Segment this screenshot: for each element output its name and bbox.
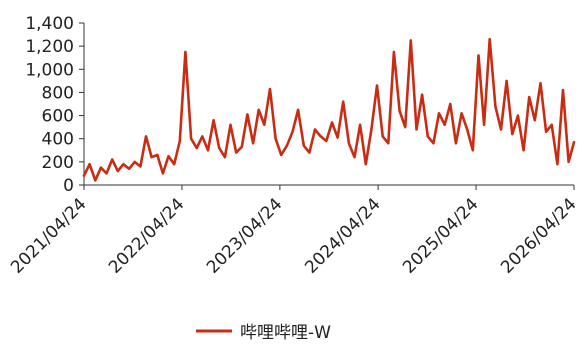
x-tick-label: 2026/04/24: [497, 194, 580, 277]
y-tick-label: 0: [63, 176, 74, 196]
x-tick-label: 2022/04/24: [105, 194, 188, 277]
y-tick-label: 400: [42, 130, 74, 150]
x-axis-ticks: 2021/04/24 2022/04/24 2023/04/24 2024/04/24…: [7, 185, 580, 278]
y-tick-label: 200: [42, 153, 74, 173]
y-axis-ticks: 0 200 400 600 800 1,000 1,200 1,400: [25, 14, 84, 196]
y-tick-label: 1,200: [25, 37, 74, 57]
x-tick-label: 2021/04/24: [7, 194, 90, 277]
legend: 哔哩哔哩-W: [196, 323, 331, 343]
x-tick-label: 2024/04/24: [301, 194, 384, 277]
x-tick-label: 2025/04/24: [399, 194, 482, 277]
y-tick-label: 1,000: [25, 60, 74, 80]
legend-label: 哔哩哔哩-W: [240, 323, 331, 343]
y-tick-label: 1,400: [25, 14, 74, 34]
y-tick-label: 800: [42, 83, 74, 103]
y-tick-label: 600: [42, 107, 74, 127]
x-tick-label: 2023/04/24: [203, 194, 286, 277]
series-line: [82, 37, 576, 182]
